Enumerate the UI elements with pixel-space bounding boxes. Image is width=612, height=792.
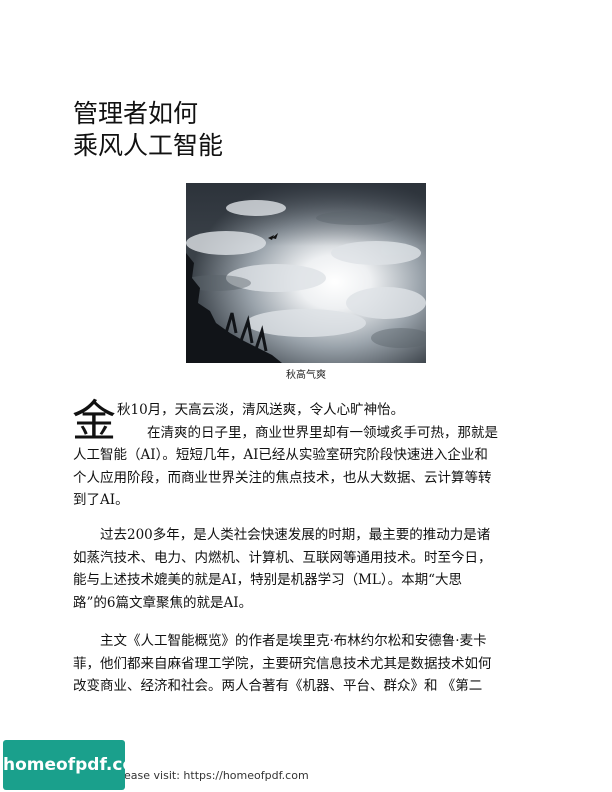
text-line: 路”的6篇文章聚焦的就是AI。 [73,594,253,611]
text-line: 过去200多年，是人类社会快速发展的时期，最主要的推动力是诸 [100,527,491,543]
text-line: 到了AI。 [73,492,129,508]
text-line: 菲，他们都来自麻省理工学院，主要研究信息技术尤其是数据技术如何 [73,655,492,672]
intro-paragraph: 人工智能（AI）。短短几年，AI已经从实验室研究阶段快速进入企业和 个人应用阶段… [73,444,540,512]
paragraph-3: 主文《人工智能概览》的作者是埃里克·布林约尔松和安德鲁·麦卡 菲，他们都来自麻省… [73,630,540,698]
sky-photo [186,183,426,363]
bird-icon [268,233,278,240]
drop-cap: 金 [72,396,116,447]
text-line: 主文《人工智能概览》的作者是埃里克·布林约尔松和安德鲁·麦卡 [100,633,487,649]
text-line: 改变商业、经济和社会。两人合著有《机器、平台、群众》和 《第二 [73,678,483,694]
article-title: 管理者如何 乘风人工智能 [73,98,223,162]
image-caption: 秋高气爽 [286,370,326,381]
sky-photo-illustration [186,183,426,363]
text-line: 如蒸汽技术、电力、内燃机、计算机、互联网等通用技术。时至今日， [73,549,492,566]
text-line: 人工智能（AI）。短短几年，AI已经从实验室研究阶段快速进入企业和 [73,447,488,463]
homeofpdf-watermark[interactable]: homeofpdf.com [3,740,152,790]
text-line: 能与上述技术媲美的就是AI，特别是机器学习（ML）。本期“大思 [73,572,463,588]
title-line-1: 管理者如何 [73,99,199,128]
paragraph-2: 过去200多年，是人类社会快速发展的时期，最主要的推动力是诸 如蒸汽技术、电力、… [73,524,540,614]
title-line-2: 乘风人工智能 [73,131,224,160]
intro-lead: 秋10月，天高云淡，清风送爽，令人心旷神怡。 在清爽的日子里，商业世界里却有一领… [117,399,542,444]
footer-link-text[interactable]: please visit: https://homeofpdf.com [114,769,309,782]
text-line: 个人应用阶段，而商业世界关注的焦点技术，也从大数据、云计算等转 [73,469,492,486]
intro-line-2: 在清爽的日子里，商业世界里却有一领域炙手可热，那就是 [147,424,498,441]
intro-line-1: 秋10月，天高云淡，清风送爽，令人心旷神怡。 [117,402,405,418]
